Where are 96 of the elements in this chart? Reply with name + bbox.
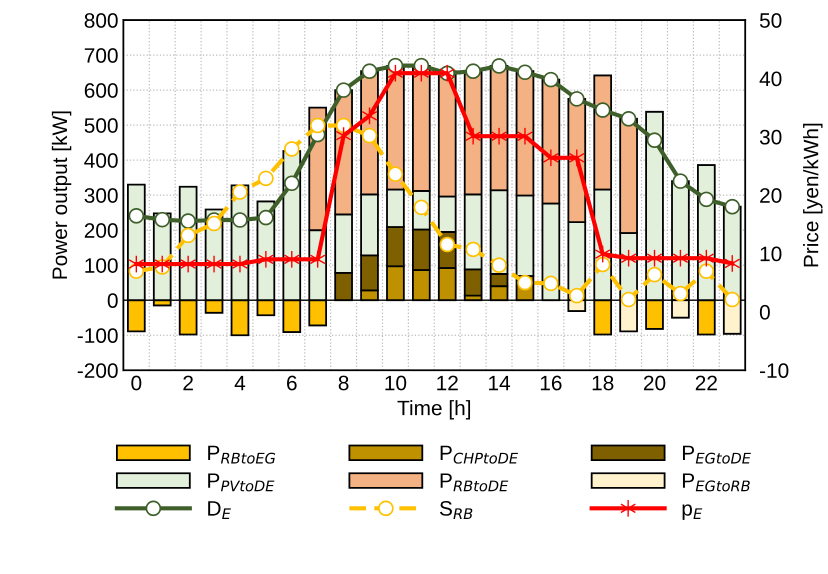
point: [258, 170, 274, 186]
y-tick-label: 200: [84, 223, 118, 238]
point: [646, 266, 662, 282]
point: [128, 254, 144, 274]
y-tick-label: 300: [84, 188, 118, 203]
y2-tick-label: 50: [760, 13, 782, 28]
point: [542, 148, 559, 167]
point: [465, 127, 482, 146]
point: [413, 64, 430, 82]
x-tick-label: 8: [338, 376, 348, 390]
point: [362, 128, 378, 144]
y2-tick-label: 10: [760, 246, 782, 262]
legend-label: p$_{E}$: [682, 504, 702, 520]
point: [154, 254, 170, 274]
y-tick-label: 500: [84, 118, 118, 133]
point: [569, 91, 585, 107]
legend-label: P$_{RBtoEG}$: [208, 446, 276, 464]
point: [491, 58, 507, 74]
point: [517, 64, 533, 80]
y2-tick-label: 40: [760, 71, 782, 86]
point: [180, 254, 196, 274]
point: [232, 184, 248, 200]
point: [594, 102, 610, 118]
x-tick-label: 6: [287, 376, 297, 390]
y2-tick-label: 30: [760, 130, 782, 145]
x-tick-label: 14: [489, 376, 510, 390]
legend-label: P$_{RBtoDE}$: [440, 473, 508, 492]
point: [180, 213, 196, 229]
point: [362, 63, 378, 79]
point: [491, 127, 507, 146]
y-tick-label: 700: [84, 48, 118, 63]
x-tick-label: 12: [437, 376, 458, 390]
point: [232, 212, 248, 228]
point: [672, 173, 688, 189]
point: [698, 263, 714, 279]
point: [569, 288, 585, 304]
point: [336, 126, 352, 145]
y2-axis-title: Price [yen/kWh]: [803, 124, 823, 266]
x-tick-label: 20: [644, 376, 666, 390]
y2-tick-label: -10: [760, 363, 788, 378]
x-tick-label: 16: [540, 376, 562, 390]
y-tick-label: 800: [84, 13, 118, 28]
point: [594, 256, 610, 272]
point: [154, 212, 170, 228]
point: [724, 254, 740, 272]
point: [491, 257, 507, 273]
point: [180, 228, 196, 244]
legend-label: P$_{EGtoRB}$: [682, 473, 750, 492]
y-tick-label: 0: [108, 293, 118, 308]
point: [388, 64, 404, 82]
legend-label: P$_{PVtoDE}$: [208, 473, 274, 492]
point: [388, 166, 404, 182]
legend-label: D$_{E}$: [208, 501, 231, 519]
point: [698, 249, 714, 268]
point: [336, 118, 352, 134]
point: [128, 208, 144, 224]
point: [543, 72, 559, 88]
x-axis-title: Time [h]: [398, 400, 470, 420]
point: [258, 250, 274, 268]
y2-tick-label: 0: [760, 304, 770, 320]
legend-label: S$_{RB}$: [440, 501, 472, 519]
y-tick-label: 400: [84, 153, 118, 168]
x-tick-label: 2: [183, 376, 193, 390]
y-axis-title: Power output [kW]: [52, 112, 72, 279]
point: [672, 286, 688, 302]
point: [284, 141, 300, 157]
point: [465, 63, 481, 79]
point: [465, 242, 481, 258]
point: [646, 132, 662, 148]
point: [543, 276, 559, 292]
point: [724, 292, 740, 308]
y-tick-label: 600: [84, 83, 118, 98]
y2-tick-label: 20: [760, 188, 782, 203]
x-tick-label: 22: [696, 376, 717, 390]
point: [620, 292, 636, 308]
y-tick-label: -200: [78, 363, 118, 378]
y-tick-label: -100: [78, 328, 118, 343]
point: [284, 175, 300, 192]
point: [284, 250, 300, 268]
point: [724, 198, 740, 214]
point: [594, 245, 611, 264]
legend-label: P$_{CHPtoDE}$: [440, 446, 518, 464]
point: [258, 210, 274, 226]
point: [310, 118, 326, 134]
point: [568, 148, 585, 167]
point: [672, 249, 688, 268]
x-tick-label: 0: [131, 376, 142, 390]
y-tick-label: 100: [85, 258, 118, 273]
point: [620, 111, 636, 127]
legend-label: P$_{EGtoDE}$: [682, 446, 751, 464]
point: [698, 192, 714, 208]
x-tick-label: 18: [592, 376, 614, 390]
x-tick-label: 4: [234, 376, 246, 390]
point: [336, 82, 352, 98]
x-tick-label: 10: [385, 376, 406, 390]
point: [206, 216, 222, 232]
